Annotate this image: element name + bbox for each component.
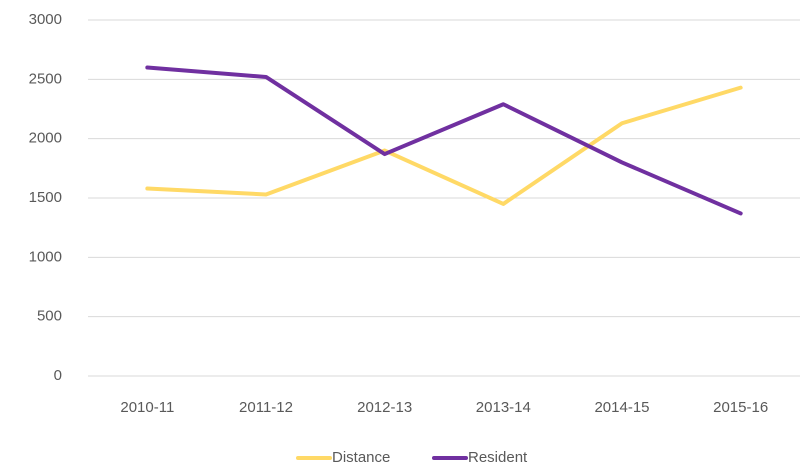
y-tick-label: 0 xyxy=(54,367,62,384)
y-tick-label: 2000 xyxy=(29,130,62,147)
x-tick-label: 2011-12 xyxy=(239,399,293,416)
y-tick-label: 1000 xyxy=(29,248,62,265)
y-tick-label: 1500 xyxy=(29,189,62,206)
line xyxy=(145,65,743,216)
x-tick-label: 2010-11 xyxy=(120,399,174,416)
legend-label: Resident xyxy=(468,449,528,466)
x-tick-label: 2015-16 xyxy=(713,399,768,416)
y-tick-label: 500 xyxy=(37,308,62,325)
y-tick-label: 2500 xyxy=(29,70,62,87)
x-tick-label: 2014-15 xyxy=(594,399,649,416)
y-tick-label: 3000 xyxy=(29,11,62,28)
legend-label: Distance xyxy=(332,449,390,466)
x-tick-label: 2012-13 xyxy=(357,399,412,416)
x-tick-label: 2013-14 xyxy=(476,399,531,416)
line xyxy=(145,85,743,206)
